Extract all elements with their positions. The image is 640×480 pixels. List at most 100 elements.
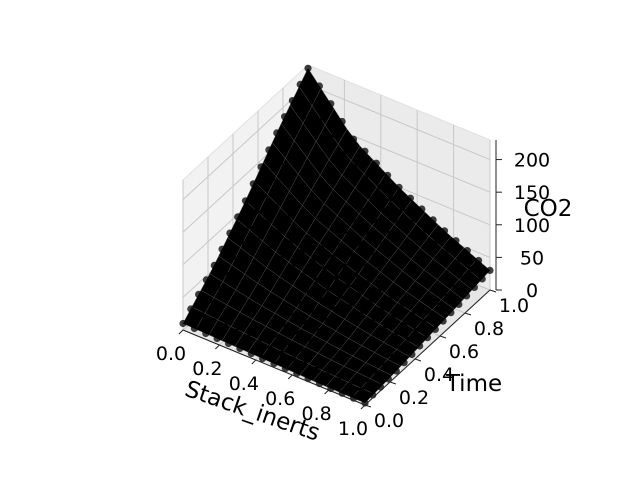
- data-point: [359, 350, 365, 357]
- data-point: [313, 366, 319, 372]
- data-point: [299, 301, 305, 307]
- y-tick-mark: [389, 381, 397, 385]
- data-point: [314, 277, 320, 283]
- data-point: [348, 301, 354, 307]
- data-point: [246, 224, 252, 230]
- data-point: [410, 268, 416, 274]
- data-point: [360, 308, 366, 314]
- data-point: [336, 338, 342, 344]
- data-point: [308, 173, 314, 179]
- data-point: [270, 360, 278, 368]
- data-point: [338, 186, 344, 192]
- data-point: [218, 245, 226, 253]
- data-point: [417, 302, 423, 309]
- data-point: [348, 345, 354, 351]
- data-point: [368, 250, 374, 256]
- data-point: [372, 159, 380, 167]
- data-point: [358, 387, 364, 393]
- data-point: [234, 213, 242, 221]
- data-point: [292, 201, 298, 207]
- x-tick-mark: [178, 329, 184, 335]
- data-point: [475, 256, 483, 265]
- data-point: [306, 336, 312, 342]
- data-point: [375, 332, 381, 338]
- data-point: [349, 135, 358, 143]
- data-point: [478, 275, 486, 283]
- data-point: [281, 365, 289, 373]
- y-tick-mark: [489, 289, 497, 293]
- data-point: [283, 323, 289, 329]
- data-point: [269, 243, 275, 249]
- data-point: [252, 322, 259, 328]
- data-point: [392, 217, 398, 223]
- x-tick-mark: [360, 404, 366, 410]
- data-point: [341, 311, 347, 317]
- data-point: [241, 316, 247, 322]
- data-point: [257, 163, 265, 171]
- data-point: [262, 192, 268, 198]
- data-point: [260, 311, 266, 317]
- data-point: [207, 298, 213, 304]
- data-point: [343, 368, 350, 374]
- data-point: [373, 218, 379, 224]
- data-point: [441, 275, 447, 281]
- data-point: [361, 147, 369, 155]
- data-point: [368, 298, 374, 304]
- data-point: [346, 173, 352, 179]
- data-point: [323, 211, 329, 217]
- data-point: [301, 114, 307, 120]
- data-point: [300, 187, 306, 193]
- data-point: [353, 219, 359, 225]
- data-point: [353, 271, 359, 278]
- data-point: [369, 196, 375, 202]
- data-point: [395, 183, 403, 191]
- data-point: [294, 330, 300, 336]
- data-point: [288, 239, 294, 245]
- data-point: [304, 144, 310, 150]
- data-point: [400, 206, 406, 212]
- data-point: [331, 132, 337, 138]
- data-point: [268, 299, 274, 305]
- data-point: [398, 304, 404, 310]
- data-point: [314, 326, 320, 332]
- surface-plot: [179, 64, 494, 407]
- y-tick-label: 0.2: [399, 387, 429, 409]
- data-point: [349, 252, 355, 258]
- data-point: [296, 159, 303, 165]
- data-point: [386, 338, 392, 344]
- data-point: [460, 275, 466, 281]
- data-point: [383, 323, 389, 329]
- data-point: [384, 228, 390, 234]
- data-point: [390, 353, 396, 360]
- data-point: [388, 195, 394, 202]
- data-point: [277, 229, 283, 235]
- data-point: [357, 241, 363, 247]
- data-point: [238, 297, 244, 303]
- data-point: [468, 266, 474, 272]
- data-point: [281, 113, 289, 121]
- data-point: [351, 359, 357, 365]
- data-point: [218, 304, 224, 310]
- data-point: [406, 194, 414, 202]
- data-point: [414, 237, 421, 244]
- data-point: [317, 342, 323, 348]
- x-tick-label: 0.8: [301, 403, 331, 425]
- data-point: [463, 247, 471, 255]
- data-point: [275, 334, 281, 340]
- data-point: [247, 350, 255, 358]
- data-point: [329, 304, 335, 310]
- data-point: [434, 238, 440, 244]
- data-point: [470, 283, 478, 291]
- data-point: [363, 325, 369, 332]
- data-point: [223, 270, 229, 276]
- axis-lines: [182, 140, 497, 406]
- data-point: [376, 239, 382, 245]
- data-point: [410, 311, 416, 318]
- data-point: [431, 325, 439, 333]
- data-point: [311, 201, 317, 207]
- data-point: [382, 362, 388, 368]
- data-point: [433, 284, 439, 291]
- data-point: [333, 322, 339, 328]
- data-point: [287, 340, 293, 346]
